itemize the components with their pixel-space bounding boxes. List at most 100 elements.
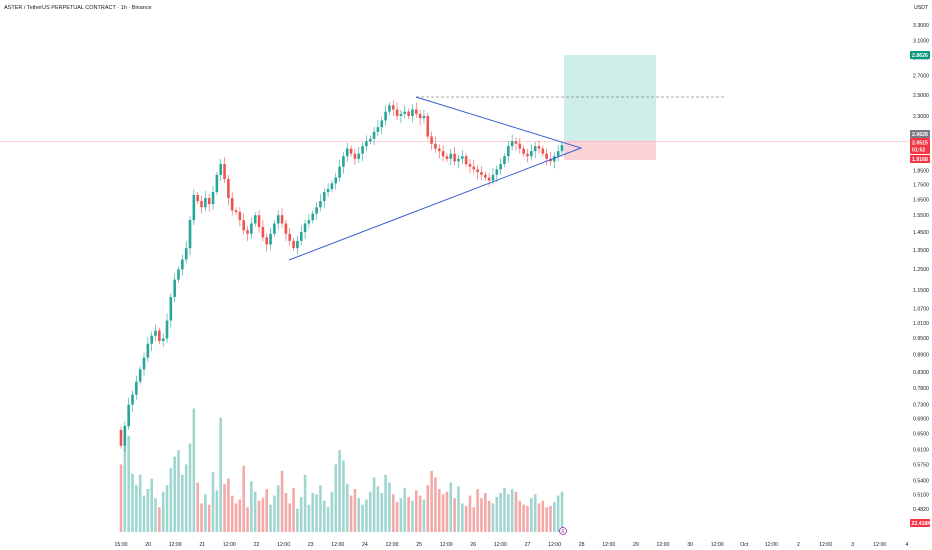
candle-body xyxy=(250,223,253,234)
candle-body xyxy=(177,269,180,280)
volume-bar xyxy=(257,500,261,532)
volume-bar xyxy=(146,489,150,532)
price-tick-label: 3.1000 xyxy=(913,39,929,45)
volume-bar xyxy=(441,494,445,532)
volume-bar xyxy=(345,483,349,532)
volume-bar xyxy=(514,491,518,532)
volume-bar xyxy=(522,504,525,532)
candle-body xyxy=(334,177,338,184)
time-axis[interactable]: 15:00 20 12:00 21 12:00 22 12:00 23 12:00 24 12:00… xyxy=(115,542,909,548)
countdown-text: 01:52 xyxy=(912,148,925,154)
volume-bar xyxy=(457,486,460,532)
candle-body xyxy=(123,426,127,446)
triangle-pattern[interactable] xyxy=(288,96,583,261)
volume-bar xyxy=(376,486,380,532)
candle-body xyxy=(284,223,288,234)
target-zone[interactable] xyxy=(564,55,656,141)
volume-bar xyxy=(299,496,303,532)
candle-body xyxy=(484,174,487,178)
candlesticks xyxy=(119,100,564,452)
volume-bar xyxy=(480,498,483,532)
candle-body xyxy=(472,166,476,170)
volume-bar xyxy=(365,499,368,532)
candle-body xyxy=(345,148,349,157)
candle-body xyxy=(430,136,433,144)
volume-bar xyxy=(322,500,326,532)
price-tick-label: 0.8900 xyxy=(913,353,929,359)
volume-bar xyxy=(510,489,514,532)
volume-bar xyxy=(188,443,192,532)
volume-bar xyxy=(464,506,468,532)
volume-bar xyxy=(215,490,219,532)
volume-bar xyxy=(161,491,165,532)
currency-label: USDT xyxy=(914,5,929,11)
volume-bar xyxy=(315,494,318,532)
volume-bar xyxy=(173,456,176,532)
candle-body xyxy=(257,215,261,227)
candle-body xyxy=(188,220,192,249)
candle-body xyxy=(269,233,272,245)
volume-bars xyxy=(119,408,564,532)
candle-body xyxy=(280,215,284,224)
candle-body xyxy=(530,151,533,157)
volume-bar xyxy=(537,503,541,532)
price-tick-label: 1.0100 xyxy=(913,321,929,327)
price-tick-label: 0.5750 xyxy=(913,462,929,468)
time-tick-label: 2 xyxy=(797,542,800,548)
price-tick-label: 0.8300 xyxy=(913,370,929,376)
candle-body xyxy=(273,223,276,234)
volume-bar xyxy=(499,493,502,532)
candle-body xyxy=(146,343,150,358)
price-tick-label: 3.3000 xyxy=(913,23,929,29)
candle-body xyxy=(173,279,176,297)
candle-body xyxy=(165,320,169,339)
candle-body xyxy=(131,394,134,405)
volume-bar xyxy=(411,500,414,532)
candle-body xyxy=(349,148,353,154)
price-tick-label: 0.7300 xyxy=(913,402,929,408)
price-tick-label: 1.1500 xyxy=(913,288,929,294)
volume-bar xyxy=(507,494,510,532)
price-tick-label: 1.2500 xyxy=(913,267,929,273)
event-marker-icon[interactable] xyxy=(559,527,567,535)
volume-bar xyxy=(181,474,184,532)
price-axis[interactable]: 3.30003.10002.90002.70002.50002.30002.10… xyxy=(913,23,929,527)
candle-body xyxy=(234,210,238,213)
time-tick-label: 12:00 xyxy=(494,542,507,548)
target-price-badge xyxy=(910,51,930,59)
stop-zone[interactable] xyxy=(564,141,656,160)
candle-body xyxy=(457,158,460,162)
volume-bar xyxy=(303,474,307,532)
candle-body xyxy=(460,156,464,159)
stop-price-text: 1.9168 xyxy=(912,157,928,163)
candle-body xyxy=(541,148,545,154)
time-tick-label: 20 xyxy=(145,542,151,548)
candle-body xyxy=(119,430,123,446)
candle-body xyxy=(368,138,372,142)
candle-body xyxy=(499,164,502,170)
volume-bar xyxy=(131,473,134,532)
volume-bar xyxy=(150,478,153,532)
candle-body xyxy=(319,201,322,208)
volume-bar xyxy=(399,498,403,532)
candle-body xyxy=(338,166,341,178)
volume-bar xyxy=(296,508,299,532)
candle-body xyxy=(434,143,437,149)
candle-body xyxy=(518,143,522,149)
volume-bar xyxy=(403,487,407,532)
candle-body xyxy=(507,146,510,157)
candle-body xyxy=(219,164,223,175)
time-tick-label: 12:00 xyxy=(657,542,670,548)
volume-bar xyxy=(207,504,211,532)
volume-bar xyxy=(484,493,487,532)
volume-bar xyxy=(169,468,173,532)
candle-body xyxy=(238,212,242,221)
volume-bar xyxy=(460,503,464,532)
volume-bar xyxy=(165,485,169,532)
volume-bar xyxy=(349,495,353,532)
candle-body xyxy=(399,113,403,116)
price-tick-label: 1.5500 xyxy=(913,213,929,219)
candle-body xyxy=(200,201,203,208)
price-badge-text: 2.0628 xyxy=(912,132,928,138)
